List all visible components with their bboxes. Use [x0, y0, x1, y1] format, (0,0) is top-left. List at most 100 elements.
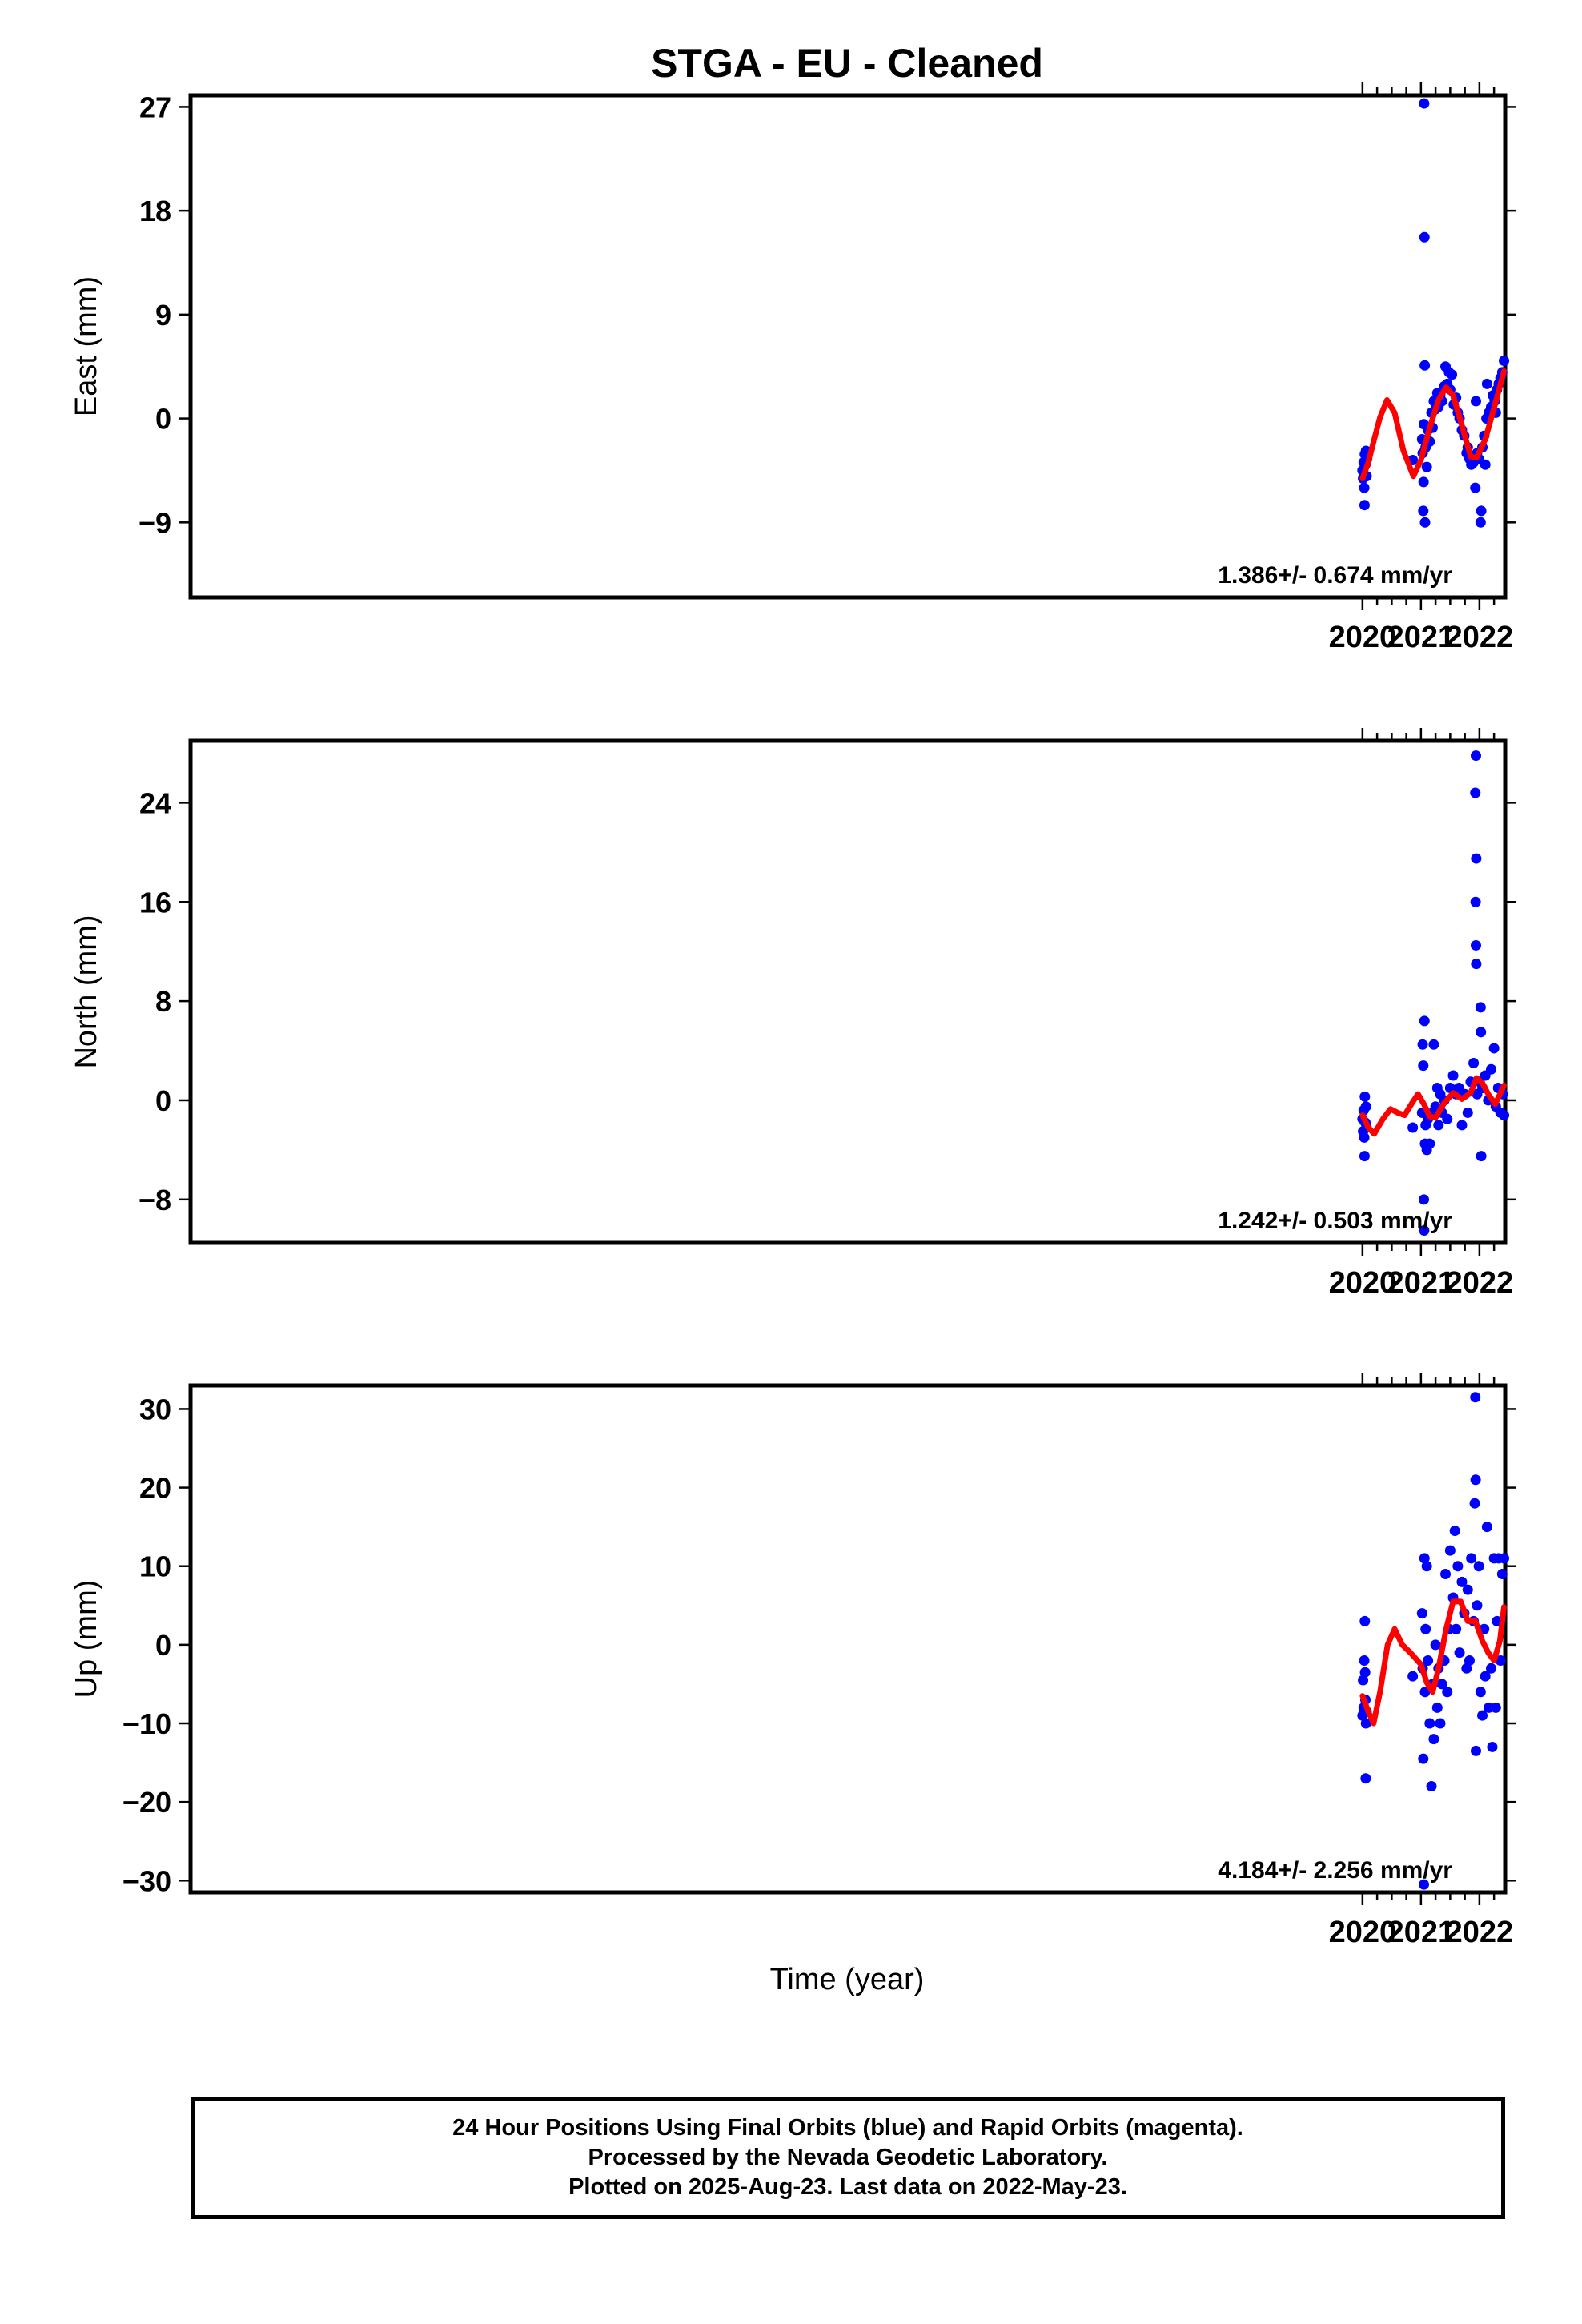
north-data-point — [1485, 1063, 1496, 1075]
north-data-point — [1359, 1132, 1370, 1143]
up-data-point — [1456, 1576, 1468, 1587]
up-data-point — [1440, 1569, 1452, 1580]
up-y-tick-label: −20 — [122, 1786, 171, 1819]
caption-line-3: Plotted on 2025-Aug-23. Last data on 202… — [568, 2174, 1127, 2200]
north-x-tick-label: 2020 — [1329, 1266, 1397, 1300]
up-data-point — [1430, 1639, 1441, 1651]
north-data-point — [1419, 1194, 1430, 1205]
up-data-point — [1451, 1623, 1462, 1634]
north-y-tick-label: −8 — [139, 1184, 171, 1216]
up-data-point — [1469, 1498, 1480, 1509]
up-data-point — [1496, 1569, 1508, 1580]
north-x-tick-label: 2022 — [1446, 1266, 1514, 1300]
up-data-point — [1490, 1702, 1501, 1713]
up-y-tick-label: 0 — [155, 1629, 171, 1662]
up-data-point — [1423, 1655, 1434, 1666]
east-data-point — [1470, 396, 1481, 407]
up-data-point — [1475, 1687, 1486, 1698]
up-data-point — [1464, 1655, 1475, 1666]
up-y-tick-label: −30 — [122, 1864, 171, 1897]
east-data-point — [1419, 360, 1431, 371]
up-data-point — [1360, 1773, 1371, 1784]
up-data-point — [1424, 1718, 1435, 1729]
east-y-tick-label: 0 — [155, 403, 171, 436]
up-data-point — [1487, 1741, 1498, 1752]
east-data-point — [1359, 482, 1370, 493]
up-data-point — [1418, 1753, 1429, 1764]
up-y-tick-label: −10 — [122, 1707, 171, 1740]
up-data-point — [1436, 1679, 1447, 1690]
east-rate-label: 1.386+/- 0.674 mm/yr — [1218, 562, 1452, 589]
north-data-point — [1476, 1151, 1487, 1162]
east-data-point — [1499, 356, 1510, 367]
east-data-point — [1418, 505, 1429, 517]
north-data-point — [1419, 1015, 1430, 1027]
up-y-tick-label: 30 — [139, 1393, 171, 1425]
up-data-point — [1461, 1663, 1472, 1674]
east-fit-curve — [1359, 368, 1507, 481]
up-data-point — [1485, 1663, 1496, 1674]
east-y-tick-label: 18 — [139, 195, 171, 227]
up-x-tick-label: 2022 — [1446, 1916, 1514, 1949]
north-data-point — [1419, 1225, 1430, 1236]
north-data-point — [1428, 1039, 1439, 1050]
east-data-point — [1447, 369, 1458, 380]
east-y-tick-label: 27 — [139, 90, 171, 123]
north-data-point — [1442, 1113, 1453, 1124]
up-y-tick-label: 10 — [139, 1550, 171, 1583]
north-data-point — [1470, 750, 1481, 762]
up-data-point — [1428, 1734, 1439, 1745]
up-data-point — [1480, 1671, 1491, 1682]
north-data-point — [1417, 1039, 1428, 1050]
up-data-point — [1358, 1675, 1369, 1686]
up-data-point — [1472, 1600, 1483, 1611]
up-data-point — [1466, 1553, 1477, 1564]
chart-title: STGA - EU - Cleaned — [651, 41, 1043, 86]
up-data-point — [1359, 1655, 1370, 1666]
north-data-point — [1470, 939, 1481, 951]
up-data-point — [1481, 1522, 1492, 1533]
north-y-axis-label: North (mm) — [70, 915, 103, 1068]
north-data-point — [1470, 787, 1481, 798]
east-data-point — [1359, 500, 1370, 511]
up-plot-frame — [188, 1383, 1508, 1895]
north-data-point — [1475, 1002, 1486, 1013]
up-data-point — [1426, 1781, 1437, 1792]
east-data-point — [1470, 482, 1481, 493]
east-data-point — [1421, 461, 1432, 472]
north-data-point — [1407, 1122, 1419, 1133]
up-data-point — [1495, 1655, 1506, 1666]
east-x-tick-label: 2022 — [1446, 621, 1514, 654]
north-fit-curve — [1359, 1075, 1507, 1137]
north-data-point — [1359, 1151, 1370, 1162]
north-data-point — [1462, 1107, 1473, 1118]
north-data-point — [1488, 1043, 1500, 1054]
up-data-point — [1462, 1584, 1473, 1595]
up-data-point — [1359, 1615, 1371, 1626]
north-plot-frame — [188, 738, 1508, 1245]
up-data-point — [1420, 1623, 1431, 1634]
north-data-point — [1471, 959, 1482, 970]
east-plot-frame — [188, 93, 1508, 600]
up-data-point — [1454, 1647, 1465, 1659]
up-data-point — [1444, 1545, 1456, 1556]
north-data-point — [1447, 1070, 1459, 1081]
up-data-point — [1416, 1608, 1427, 1619]
up-data-point — [1419, 1687, 1431, 1698]
east-data-point — [1419, 231, 1430, 243]
north-data-point — [1418, 1060, 1429, 1072]
up-data-point — [1431, 1702, 1443, 1713]
up-data-point — [1435, 1718, 1446, 1729]
up-data-point — [1499, 1553, 1510, 1564]
east-x-tick-label: 2020 — [1329, 621, 1397, 654]
north-rate-label: 1.242+/- 0.503 mm/yr — [1218, 1208, 1452, 1234]
north-y-tick-label: 24 — [139, 786, 171, 819]
up-data-point — [1359, 1667, 1371, 1678]
caption-line-1: 24 Hour Positions Using Final Orbits (bl… — [452, 2115, 1243, 2141]
north-y-tick-label: 16 — [139, 886, 171, 919]
north-data-point — [1359, 1091, 1371, 1102]
east-data-point — [1480, 459, 1491, 470]
north-data-point — [1433, 1120, 1444, 1131]
